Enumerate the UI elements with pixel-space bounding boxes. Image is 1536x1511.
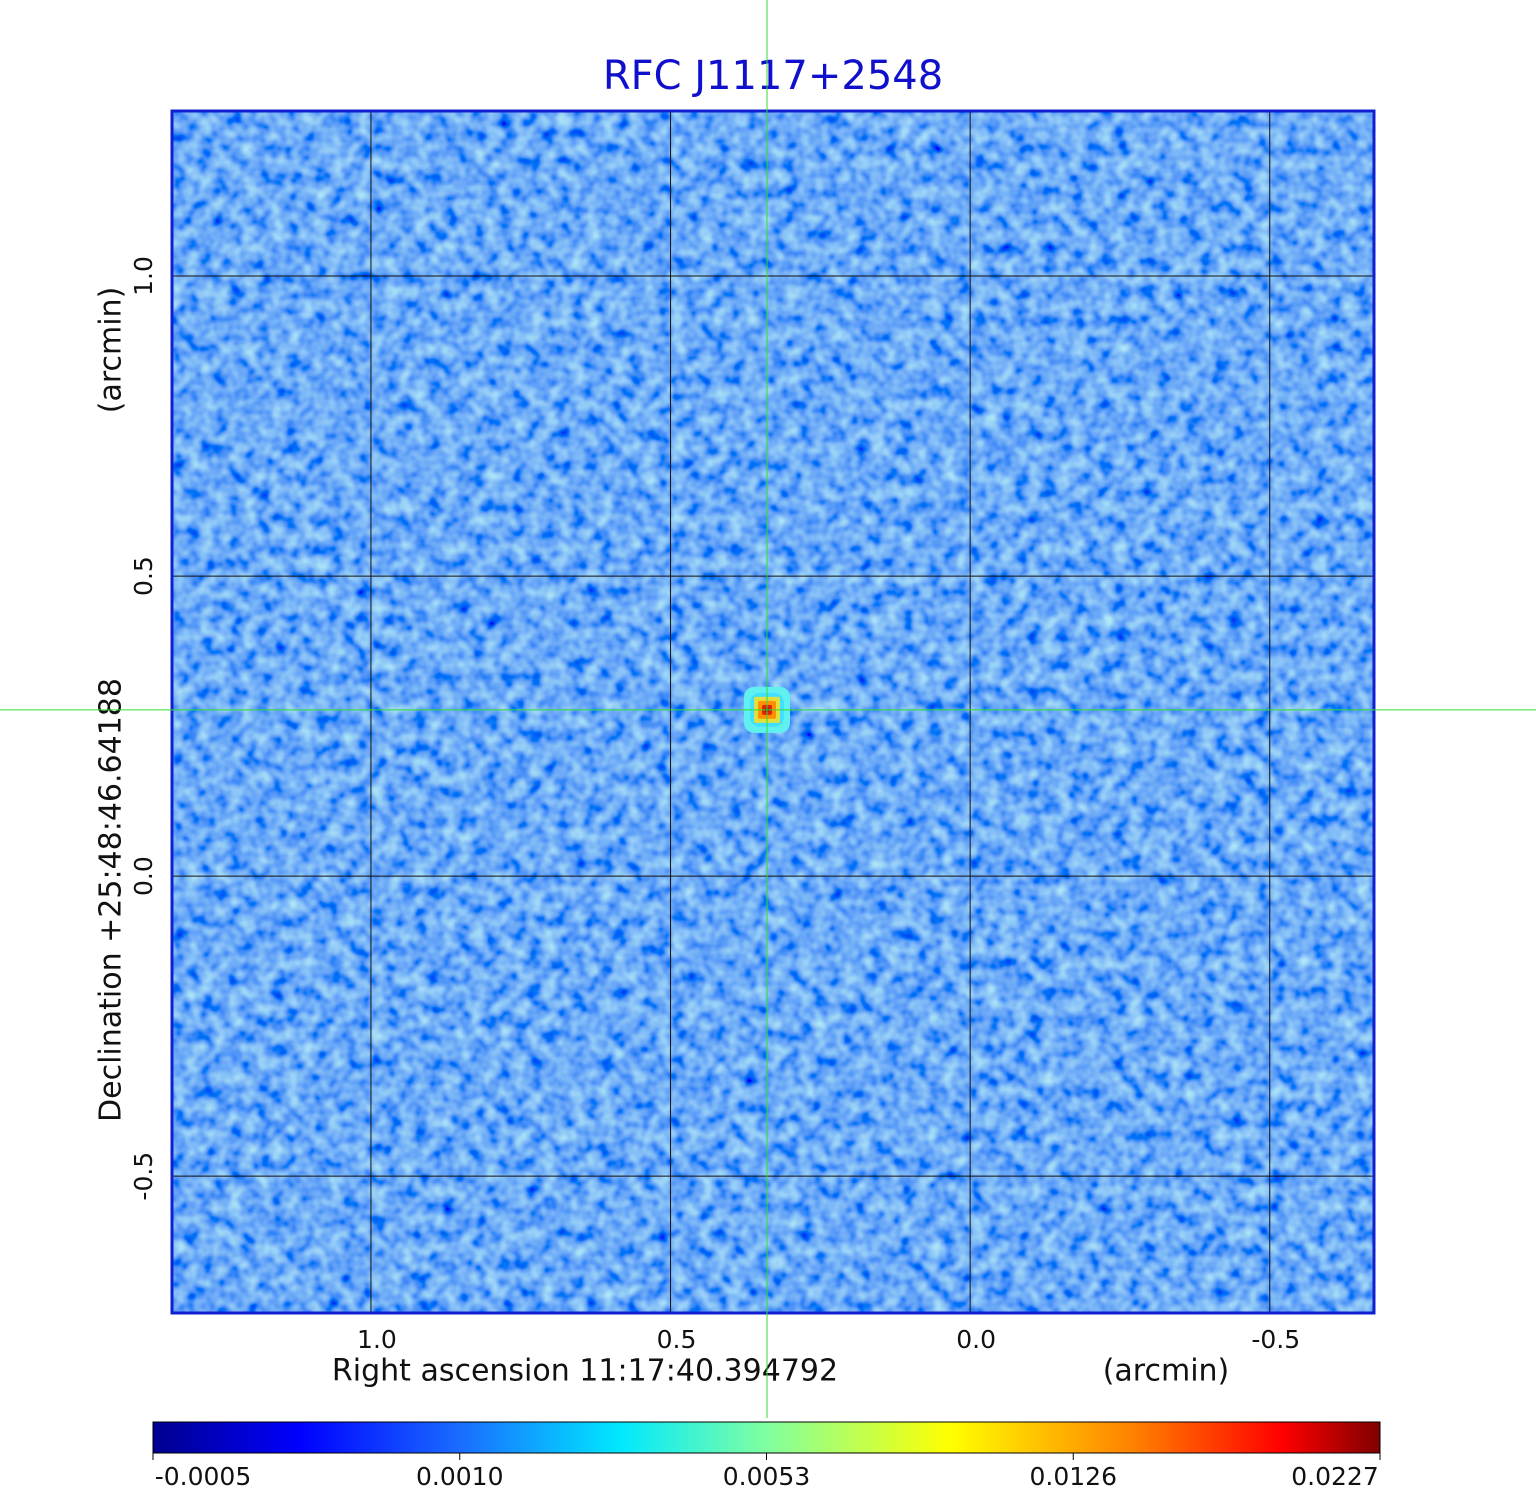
chart-title: RFC J1117+2548	[603, 53, 943, 99]
x-axis-label: Right ascension 11:17:40.394792	[332, 1354, 838, 1389]
y-axis-label: Declination +25:48:46.64188	[94, 678, 129, 1122]
colorbar-tick-label: 0.0010	[416, 1462, 503, 1491]
y-tick-label: 0.0	[129, 856, 158, 896]
x-tick-label: 0.0	[956, 1325, 996, 1354]
y-tick-label: -0.5	[129, 1152, 158, 1201]
colorbar-tick-label: 0.0227	[1291, 1462, 1378, 1491]
y-tick-label: 0.5	[129, 556, 158, 596]
plot-frame	[170, 109, 1376, 1315]
x-tick-label: -0.5	[1251, 1325, 1300, 1354]
y-axis-unit: (arcmin)	[94, 287, 129, 414]
x-tick-label: 0.5	[657, 1325, 697, 1354]
grid	[172, 111, 1374, 1313]
y-tick-label: 1.0	[129, 256, 158, 296]
colorbar-tick-label: 0.0053	[723, 1462, 810, 1491]
x-tick-label: 1.0	[357, 1325, 397, 1354]
x-axis-unit: (arcmin)	[1103, 1354, 1230, 1389]
colorbar-tick-label: 0.0126	[1030, 1462, 1117, 1491]
colorbar	[152, 1421, 1381, 1454]
crosshair	[0, 0, 1536, 1418]
colorbar-tick-label: -0.0005	[155, 1462, 252, 1491]
